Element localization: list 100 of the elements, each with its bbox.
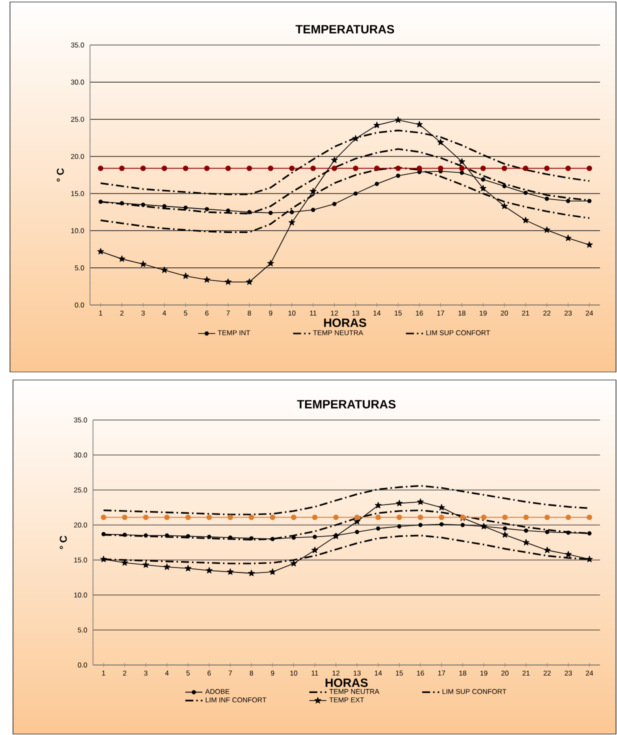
point bbox=[566, 530, 570, 535]
point bbox=[418, 514, 424, 520]
point bbox=[458, 158, 466, 165]
point bbox=[481, 177, 486, 182]
point bbox=[206, 566, 213, 574]
point bbox=[480, 166, 486, 172]
point bbox=[374, 122, 380, 128]
point bbox=[100, 556, 107, 562]
point bbox=[396, 174, 400, 178]
point bbox=[524, 190, 528, 195]
point bbox=[97, 248, 104, 254]
point bbox=[290, 210, 294, 214]
point bbox=[248, 570, 255, 576]
point bbox=[226, 208, 230, 213]
point bbox=[228, 514, 234, 520]
point bbox=[312, 534, 317, 539]
point bbox=[98, 166, 104, 172]
point bbox=[502, 531, 508, 538]
point bbox=[100, 514, 106, 520]
point bbox=[268, 166, 274, 172]
point bbox=[502, 514, 508, 520]
chart-title: TEMPERATURAS bbox=[297, 400, 396, 408]
point bbox=[226, 568, 234, 575]
point bbox=[352, 166, 358, 172]
point bbox=[162, 166, 168, 172]
point bbox=[395, 166, 401, 172]
point bbox=[333, 514, 339, 520]
point bbox=[437, 138, 444, 146]
point bbox=[417, 498, 424, 505]
point bbox=[186, 534, 190, 538]
point bbox=[544, 514, 550, 520]
y-axis-title: ° C bbox=[56, 168, 64, 182]
point bbox=[184, 206, 188, 210]
point bbox=[564, 234, 572, 242]
point bbox=[122, 514, 128, 520]
point bbox=[354, 191, 358, 196]
point bbox=[247, 210, 252, 214]
point bbox=[416, 166, 422, 172]
point bbox=[374, 502, 382, 508]
point bbox=[144, 533, 148, 538]
point bbox=[502, 526, 508, 531]
point bbox=[121, 559, 128, 566]
point bbox=[204, 207, 209, 212]
point bbox=[270, 514, 276, 520]
point bbox=[501, 202, 508, 210]
point bbox=[269, 568, 276, 575]
point bbox=[438, 514, 444, 520]
point bbox=[225, 166, 231, 172]
point bbox=[587, 531, 592, 536]
point bbox=[545, 530, 550, 534]
point bbox=[207, 534, 212, 539]
point bbox=[374, 182, 379, 186]
point bbox=[544, 226, 550, 233]
point bbox=[396, 500, 403, 506]
point bbox=[522, 166, 528, 172]
point bbox=[312, 514, 318, 520]
point bbox=[352, 135, 359, 142]
point bbox=[288, 219, 296, 226]
point bbox=[290, 514, 296, 520]
point bbox=[164, 533, 170, 538]
point bbox=[460, 522, 465, 528]
point bbox=[460, 170, 464, 175]
point bbox=[502, 184, 506, 188]
point bbox=[418, 522, 423, 528]
point bbox=[143, 514, 149, 520]
point bbox=[267, 260, 274, 266]
point bbox=[184, 564, 192, 572]
point bbox=[289, 166, 295, 172]
point bbox=[142, 561, 150, 568]
point bbox=[120, 201, 124, 206]
point bbox=[566, 514, 572, 520]
point bbox=[354, 530, 360, 534]
point bbox=[586, 241, 593, 248]
point bbox=[270, 536, 275, 542]
point bbox=[246, 166, 252, 172]
point bbox=[182, 272, 189, 279]
point bbox=[185, 514, 191, 520]
point bbox=[416, 120, 423, 128]
point bbox=[118, 255, 126, 262]
point bbox=[523, 514, 529, 520]
point bbox=[311, 546, 318, 554]
point bbox=[375, 514, 381, 520]
point bbox=[376, 526, 380, 531]
point bbox=[204, 166, 210, 172]
point bbox=[374, 166, 380, 172]
point bbox=[164, 514, 170, 520]
point bbox=[586, 556, 593, 562]
point bbox=[544, 196, 549, 201]
point bbox=[182, 166, 188, 172]
point bbox=[480, 184, 486, 192]
point bbox=[502, 166, 508, 172]
point bbox=[224, 278, 232, 285]
point bbox=[587, 198, 592, 204]
point bbox=[249, 536, 254, 540]
point bbox=[162, 204, 166, 208]
point bbox=[268, 210, 273, 215]
point bbox=[310, 166, 316, 172]
point bbox=[248, 514, 254, 520]
point bbox=[122, 532, 127, 537]
point bbox=[439, 522, 444, 526]
